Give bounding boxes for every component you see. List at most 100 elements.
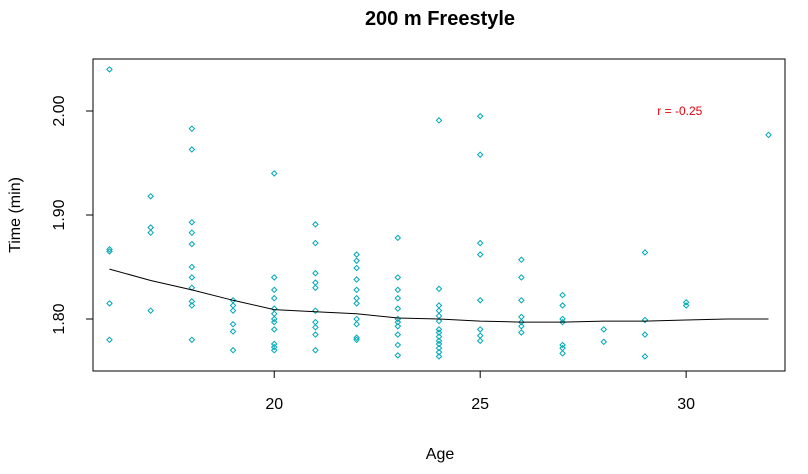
x-tick-label: 20 <box>265 396 283 413</box>
data-point <box>682 302 690 309</box>
data-point <box>435 329 443 336</box>
data-point <box>353 264 360 272</box>
data-point <box>188 263 196 271</box>
data-point <box>435 117 443 124</box>
data-point <box>188 146 196 153</box>
data-point <box>394 331 402 338</box>
x-axis: 20 25 30 <box>265 370 695 413</box>
data-point <box>188 240 196 248</box>
data-point <box>312 279 319 286</box>
data-point <box>270 340 278 348</box>
data-point <box>312 307 319 314</box>
data-point <box>106 336 113 344</box>
data-point <box>312 318 319 326</box>
data-point <box>229 320 237 328</box>
data-point <box>435 340 443 348</box>
data-point <box>270 286 278 294</box>
data-point <box>559 302 566 309</box>
data-point <box>435 348 443 356</box>
data-point <box>765 131 772 139</box>
data-point <box>435 312 443 320</box>
data-point <box>476 251 484 258</box>
y-tick-label: 1.80 <box>51 303 68 334</box>
y-tick-label: 1.90 <box>51 199 68 230</box>
data-point <box>188 336 196 344</box>
data-point <box>353 257 360 265</box>
data-point <box>476 296 484 304</box>
data-point <box>394 294 402 302</box>
x-axis-label: Age <box>426 446 455 463</box>
data-point <box>476 112 484 120</box>
data-point <box>229 328 237 335</box>
chart-title: 200 m Freestyle <box>365 8 515 30</box>
data-point <box>476 332 484 339</box>
data-point <box>476 326 484 333</box>
data-point <box>518 256 525 264</box>
data-point <box>435 317 443 325</box>
data-point <box>394 274 402 281</box>
data-point <box>518 322 525 330</box>
data-point <box>394 352 402 359</box>
data-point <box>353 315 360 323</box>
data-point <box>312 346 319 354</box>
y-axis: 1.80 1.90 2.00 <box>51 95 94 335</box>
data-point <box>394 286 402 294</box>
data-point <box>270 343 278 351</box>
data-point <box>270 274 278 281</box>
data-point <box>518 274 525 281</box>
data-point <box>435 333 443 340</box>
data-point <box>641 331 649 338</box>
data-point <box>147 224 154 231</box>
data-point <box>394 305 402 312</box>
data-point <box>641 249 649 256</box>
data-point <box>600 338 608 346</box>
data-point <box>394 322 402 330</box>
data-point <box>518 318 525 326</box>
data-point <box>559 291 566 299</box>
data-point <box>435 326 443 333</box>
data-points <box>106 66 772 360</box>
data-point <box>270 326 278 333</box>
data-point <box>270 346 278 354</box>
data-point <box>353 294 360 302</box>
data-point <box>188 125 196 132</box>
data-point <box>229 307 237 314</box>
data-point <box>518 313 525 321</box>
data-point <box>353 336 360 344</box>
data-point <box>353 286 360 294</box>
data-point <box>106 300 113 307</box>
data-point <box>312 221 319 228</box>
data-point <box>229 302 237 309</box>
y-tick-label: 2.00 <box>51 95 68 126</box>
data-point <box>106 248 113 255</box>
data-point <box>353 300 360 307</box>
data-point <box>435 307 443 314</box>
data-point <box>641 353 649 360</box>
data-point <box>476 337 484 345</box>
data-point <box>106 246 113 253</box>
data-point <box>476 239 484 247</box>
correlation-annotation: r = -0.25 <box>657 104 702 118</box>
data-point <box>188 229 196 236</box>
data-point <box>229 346 237 354</box>
data-point <box>312 331 319 338</box>
data-point <box>270 294 278 302</box>
data-point <box>270 315 278 323</box>
data-point <box>270 305 278 312</box>
data-point <box>641 316 649 324</box>
data-point <box>518 329 525 336</box>
data-point <box>353 334 360 342</box>
data-point <box>682 299 690 306</box>
data-point <box>476 151 484 158</box>
data-point <box>106 66 113 73</box>
data-point <box>353 320 360 328</box>
data-point <box>435 285 443 293</box>
data-point <box>270 318 278 326</box>
data-point <box>435 337 443 345</box>
data-point <box>435 302 443 309</box>
data-point <box>559 350 566 357</box>
x-tick-label: 25 <box>471 396 489 413</box>
data-point <box>435 353 443 360</box>
data-point <box>559 318 566 326</box>
